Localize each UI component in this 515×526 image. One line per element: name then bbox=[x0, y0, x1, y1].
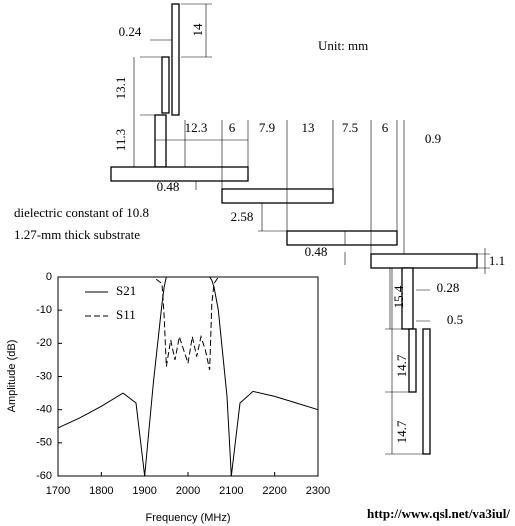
dimension-label: 14.7 bbox=[394, 354, 409, 377]
x-tick-label: 1800 bbox=[89, 485, 113, 497]
feed-line bbox=[110, 166, 249, 182]
dimension-lines bbox=[120, 3, 490, 455]
dimension-label: 12.3 bbox=[185, 120, 208, 135]
coupled-line bbox=[286, 230, 398, 246]
y-tick-label: -60 bbox=[36, 470, 52, 482]
resonator bbox=[408, 328, 417, 393]
url: http://www.qsl.net/va3iul/ bbox=[367, 506, 510, 521]
y-tick-label: -10 bbox=[36, 304, 52, 316]
y-tick-label: -30 bbox=[36, 370, 52, 382]
x-tick-label: 1900 bbox=[132, 485, 156, 497]
dimension-label: 0.5 bbox=[447, 312, 463, 327]
x-tick-label: 1700 bbox=[46, 485, 70, 497]
series-line bbox=[58, 276, 318, 370]
dimension-label: 14.7 bbox=[394, 420, 409, 443]
dimension-label: 11.3 bbox=[113, 129, 128, 151]
plot-frame bbox=[57, 276, 319, 477]
x-axis-title: Frequency (MHz) bbox=[146, 512, 231, 524]
legend-label: S21 bbox=[116, 283, 136, 298]
substrate-label: dielectric constant of 10.8 bbox=[14, 205, 149, 220]
dimension-label: 14 bbox=[190, 23, 205, 37]
x-tick-label: 2200 bbox=[262, 485, 286, 497]
dimension-label: 7.5 bbox=[342, 120, 358, 135]
y-tick-label: 0 bbox=[46, 271, 52, 283]
dimension-label: 6 bbox=[229, 120, 236, 135]
y-axis-title: Amplitude (dB) bbox=[6, 340, 18, 413]
dimension-label: 15.4 bbox=[391, 285, 406, 308]
dimension-label: 1.1 bbox=[489, 253, 505, 268]
x-tick-label: 2300 bbox=[306, 485, 330, 497]
dimension-label: 7.9 bbox=[259, 120, 275, 135]
coupled-line bbox=[221, 188, 334, 204]
filter-layout bbox=[110, 3, 490, 455]
feed-line bbox=[370, 253, 478, 269]
y-tick-label: -40 bbox=[36, 404, 52, 416]
x-tick-label: 2000 bbox=[176, 485, 200, 497]
y-tick-label: -50 bbox=[36, 437, 52, 449]
resonator bbox=[161, 56, 170, 114]
dimension-label: 0.48 bbox=[157, 179, 180, 194]
dimension-label: 0.48 bbox=[305, 244, 328, 259]
resonator bbox=[154, 114, 167, 168]
dimension-label: 6 bbox=[382, 120, 389, 135]
substrate-label: 1.27-mm thick substrate bbox=[14, 227, 140, 242]
dimension-label: 13 bbox=[302, 120, 315, 135]
dimension-label: 2.58 bbox=[231, 209, 254, 224]
series-line bbox=[57, 276, 319, 477]
dimension-labels: 0.24 14 13.1 11.3 12.3 6 7.9 13 7.5 6 0.9 0.48 2.58 0… bbox=[113, 23, 505, 443]
dimension-label: 13.1 bbox=[113, 77, 128, 100]
legend-label: S11 bbox=[116, 307, 136, 322]
chart: Frequency (MHz) Amplitude (dB) 1700 1800 1… bbox=[6, 271, 330, 524]
dimension-label: 0.28 bbox=[437, 280, 460, 295]
unit-label: Unit: mm bbox=[318, 38, 368, 53]
dimension-label: 0.24 bbox=[119, 24, 142, 39]
resonator bbox=[171, 3, 180, 116]
y-tick-label: -20 bbox=[36, 337, 52, 349]
resonator bbox=[422, 328, 431, 455]
dimension-label: 0.9 bbox=[425, 131, 441, 146]
x-tick-label: 2100 bbox=[219, 485, 243, 497]
